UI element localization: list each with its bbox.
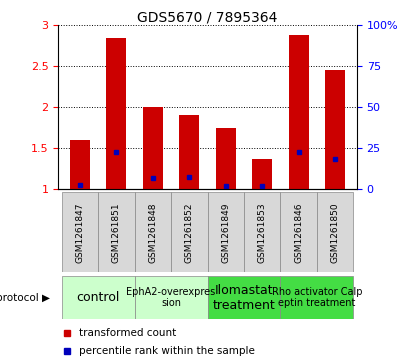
Bar (252, 159, 272, 189)
Bar (134, 276, 208, 319)
Bar (143, 107, 163, 189)
Text: transformed count: transformed count (79, 328, 176, 338)
Text: control: control (76, 291, 120, 304)
Bar (62, 192, 98, 272)
Bar (70, 140, 90, 189)
Bar (62, 276, 134, 319)
Bar (325, 70, 345, 189)
Text: GSM1261848: GSM1261848 (148, 202, 157, 262)
Bar (288, 35, 309, 189)
Bar (317, 192, 353, 272)
Bar (179, 115, 199, 189)
Bar (98, 192, 134, 272)
Text: GSM1261851: GSM1261851 (112, 202, 121, 263)
Bar (216, 127, 236, 189)
Bar (281, 276, 353, 319)
Text: protocol ▶: protocol ▶ (0, 293, 50, 303)
Title: GDS5670 / 7895364: GDS5670 / 7895364 (137, 10, 278, 24)
Text: GSM1261846: GSM1261846 (294, 202, 303, 262)
Text: Ilomastat
treatment: Ilomastat treatment (212, 284, 275, 312)
Text: GSM1261852: GSM1261852 (185, 202, 194, 262)
Bar (171, 192, 208, 272)
Text: GSM1261853: GSM1261853 (258, 202, 267, 263)
Text: Rho activator Calp
eptin treatment: Rho activator Calp eptin treatment (271, 287, 362, 309)
Text: percentile rank within the sample: percentile rank within the sample (79, 346, 255, 356)
Bar (281, 192, 317, 272)
Bar (208, 276, 281, 319)
Text: GSM1261849: GSM1261849 (221, 202, 230, 262)
Bar (134, 192, 171, 272)
Text: GSM1261850: GSM1261850 (330, 202, 339, 263)
Bar (106, 38, 127, 189)
Text: GSM1261847: GSM1261847 (76, 202, 85, 262)
Text: EphA2-overexpres
sion: EphA2-overexpres sion (127, 287, 216, 309)
Bar (208, 192, 244, 272)
Bar (244, 192, 281, 272)
